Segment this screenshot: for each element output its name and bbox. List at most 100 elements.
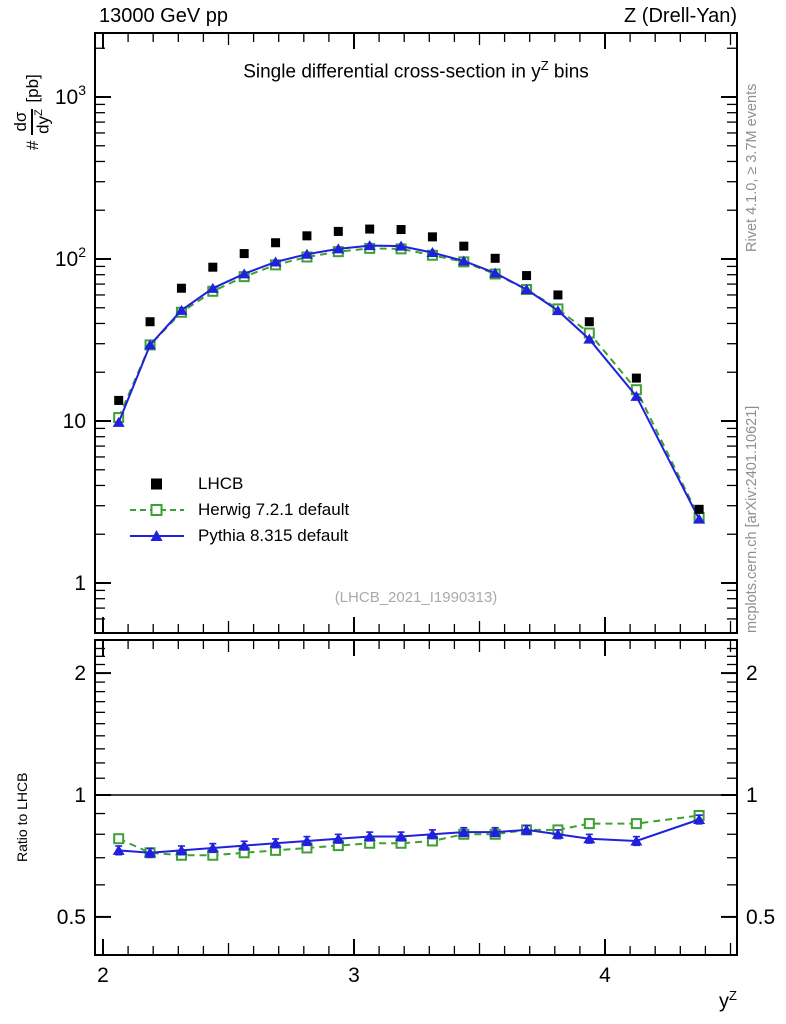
rivet-version-note: Rivet 4.1.0, ≥ 3.7M events <box>744 83 760 252</box>
data-point <box>333 226 343 236</box>
plot-title-sup: Z <box>540 58 549 73</box>
data-point <box>365 224 375 234</box>
data-point <box>206 842 219 853</box>
legend-label-pythia: Pythia 8.315 default <box>198 526 349 545</box>
plot-title-post: bins <box>548 61 589 83</box>
legend-item-herwig: Herwig 7.2.1 default <box>128 497 349 523</box>
data-point <box>426 828 439 839</box>
y-axis-fraction: dσ dyZ <box>11 108 53 135</box>
data-point <box>239 249 249 259</box>
tick-labels: 1 10 102 103 0.5 0.5 1 1 2 2 2 3 4 <box>55 82 775 987</box>
legend-label-herwig: Herwig 7.2.1 default <box>198 500 350 519</box>
data-point <box>114 395 124 405</box>
data-point <box>208 262 218 272</box>
data-point <box>145 317 155 327</box>
main-y-axis-ticks <box>96 47 736 620</box>
ratio-axis-label: Ratio to LHCB <box>14 772 30 862</box>
tick-label: 1 <box>746 784 758 807</box>
data-point <box>520 824 533 835</box>
data-point <box>395 830 408 841</box>
data-point <box>144 847 157 858</box>
data-point <box>584 317 594 327</box>
data-point <box>176 283 186 293</box>
data-point <box>300 248 313 259</box>
data-point <box>112 844 125 855</box>
process-label: Z (Drell-Yan) <box>624 5 737 27</box>
data-point <box>206 282 219 293</box>
y-axis-label: # dσ dyZ [pb] <box>11 74 53 150</box>
ratio-pythia-series <box>112 813 706 858</box>
data-point <box>300 835 313 846</box>
analysis-id-watermark: (LHCB_2021_I1990313) <box>334 589 498 606</box>
tick-label: 2 <box>97 964 109 987</box>
y-axis-numerator: dσ <box>11 108 33 135</box>
tick-label: 3 <box>348 964 360 987</box>
open-square-icon <box>150 504 163 516</box>
y-axis-denominator: dyZ <box>32 109 53 134</box>
data-point <box>238 840 251 851</box>
tick-label: 0.5 <box>57 906 86 929</box>
data-point <box>583 833 596 844</box>
data-point <box>631 373 641 383</box>
data-point <box>583 333 596 344</box>
data-point <box>175 304 188 315</box>
pythia-series <box>112 240 706 524</box>
data-point <box>489 826 502 837</box>
data-point <box>363 830 376 841</box>
data-point <box>583 818 595 830</box>
tick-label: 103 <box>55 82 86 109</box>
data-point <box>522 271 532 281</box>
data-point <box>426 247 439 258</box>
data-point <box>630 818 642 830</box>
data-point <box>520 284 533 295</box>
ratio-panel-series <box>112 809 706 861</box>
main-panel-series <box>112 224 706 524</box>
tick-label: 1 <box>74 572 86 595</box>
filled-square-icon <box>151 478 162 490</box>
x-axis-label: yZ <box>719 988 737 1013</box>
data-point <box>553 290 563 300</box>
data-point <box>269 256 282 267</box>
y-axis-units: [pb] <box>22 74 42 103</box>
legend-label-lhcb: LHCB <box>198 474 244 493</box>
filled-triangle-icon <box>150 530 163 541</box>
y-axis-label-prefix: # <box>22 140 42 150</box>
plot-title-text: Single differential cross-section in <box>243 61 532 83</box>
lhcb-series <box>114 224 704 514</box>
data-point <box>332 243 345 254</box>
data-point <box>302 231 312 241</box>
data-point <box>269 837 282 848</box>
data-point <box>490 253 500 263</box>
tick-label: 102 <box>55 244 86 271</box>
data-point <box>396 225 406 235</box>
beam-energy-label: 13000 GeV pp <box>99 5 228 27</box>
data-point <box>175 844 188 855</box>
data-point <box>457 826 470 837</box>
data-point <box>395 240 408 251</box>
data-point <box>238 268 251 279</box>
data-point <box>630 390 643 401</box>
data-point <box>459 241 469 251</box>
tick-label: 2 <box>74 662 86 685</box>
pythia-legend-marker <box>130 530 184 541</box>
data-point <box>271 238 281 248</box>
data-point <box>427 232 437 242</box>
tick-label: 2 <box>746 662 758 685</box>
data-point <box>551 305 564 316</box>
data-point <box>693 513 706 524</box>
data-point <box>112 416 125 427</box>
ratio-y-axis-ticks <box>96 647 736 918</box>
data-point <box>694 504 704 514</box>
data-point <box>551 828 564 839</box>
data-point <box>630 835 643 846</box>
tick-label: 0.5 <box>746 906 775 929</box>
data-point <box>363 240 376 251</box>
legend-item-pythia: Pythia 8.315 default <box>128 523 349 549</box>
legend: LHCB Herwig 7.2.1 default Pythia 8.315 d… <box>128 471 349 549</box>
tick-label: 1 <box>74 784 86 807</box>
tick-label: 10 <box>63 410 86 433</box>
plot-title-var: y <box>531 61 541 83</box>
data-point <box>457 255 470 266</box>
